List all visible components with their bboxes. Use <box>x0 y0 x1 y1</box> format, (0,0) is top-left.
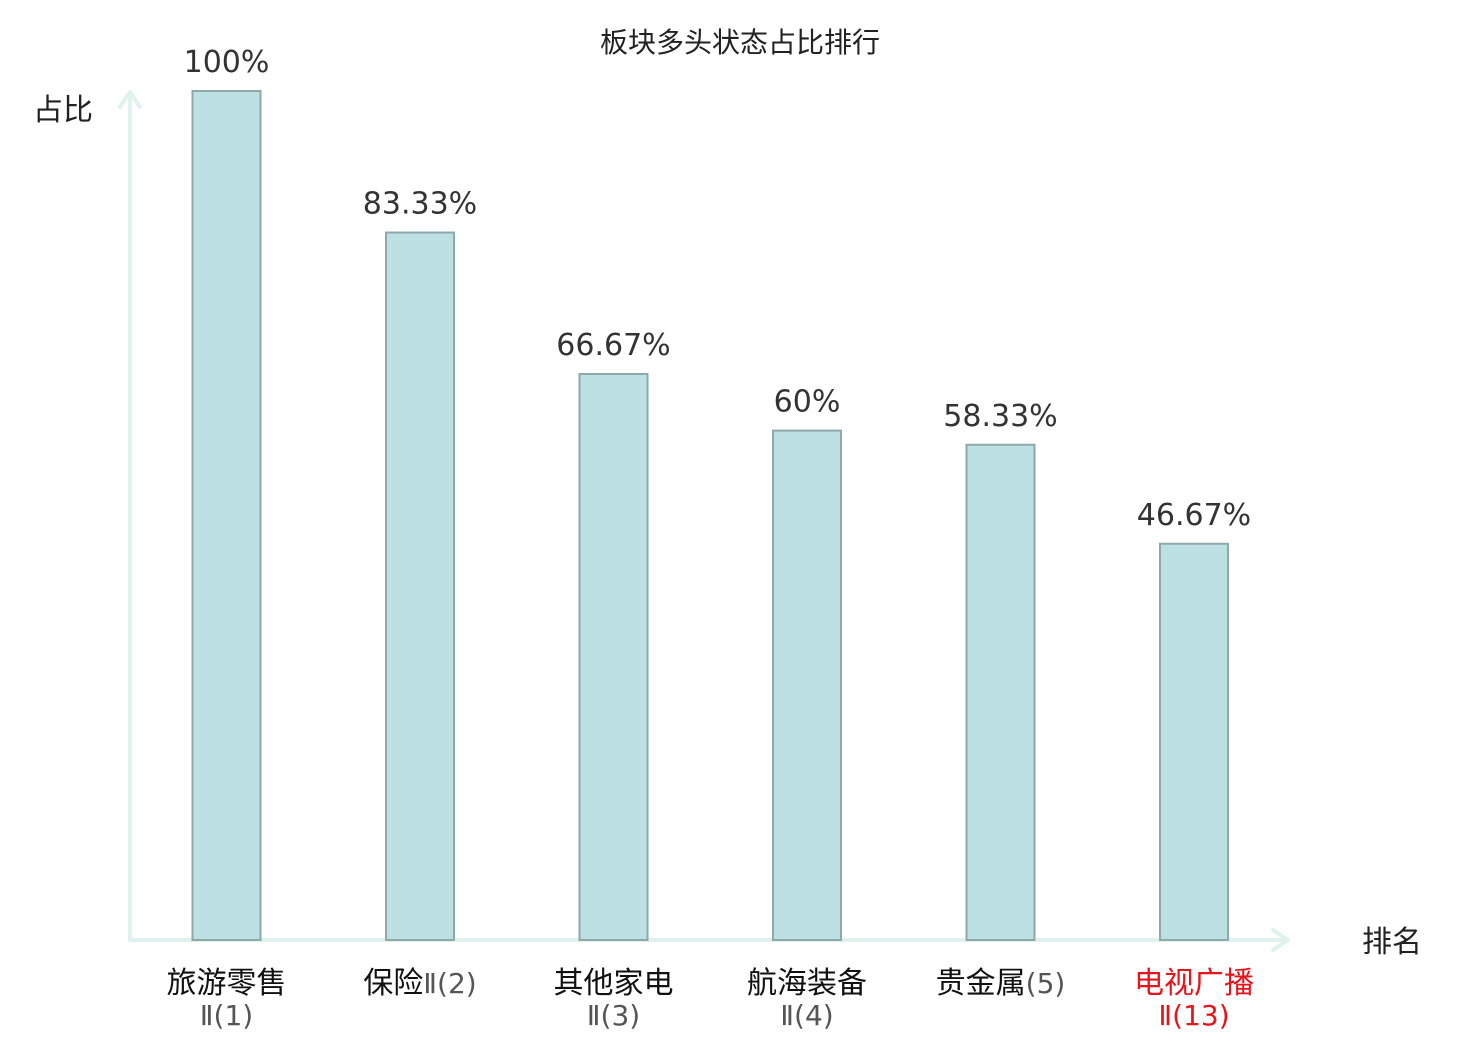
bars-group <box>191 90 1229 942</box>
value-labels-group: 100% 83.33% 66.67% 60% 58.33% 46.67% <box>184 45 1252 533</box>
category-name: 贵金属 <box>936 966 1026 1001</box>
bar <box>965 443 1036 941</box>
x-axis <box>128 928 1290 952</box>
x-tick-label: 旅游零售 Ⅱ(1) <box>167 966 287 1032</box>
bar <box>191 90 262 941</box>
y-axis <box>118 90 142 942</box>
y-axis-label: 占比 <box>33 93 93 128</box>
category-name: 电视广播 <box>1134 966 1254 1001</box>
x-tick-label: 其他家电 Ⅱ(3) <box>554 966 674 1032</box>
x-axis-label: 排名 <box>1362 925 1422 960</box>
bar-value-label: 83.33% <box>363 187 477 222</box>
category-name: 旅游零售 <box>167 966 287 1001</box>
x-tick-label: 航海装备 Ⅱ(4) <box>747 966 867 1032</box>
x-tick-label: 电视广播 Ⅱ(13) <box>1134 966 1254 1032</box>
bar <box>1159 542 1229 942</box>
category-rank: Ⅱ(13) <box>1158 999 1229 1032</box>
category-rank: Ⅱ(3) <box>587 999 640 1032</box>
category-rank: (5) <box>1026 967 1066 1000</box>
bar-value-label: 46.67% <box>1137 498 1251 533</box>
category-labels-group: 旅游零售 Ⅱ(1) 保险Ⅱ(2) 其他家电 Ⅱ(3) 航海装备 Ⅱ(4) 贵金属(5) 电视广播… <box>167 966 1255 1032</box>
x-tick-label: 保险Ⅱ(2) <box>363 966 476 1001</box>
bar <box>385 231 455 941</box>
category-rank: Ⅱ(1) <box>200 999 253 1032</box>
bar <box>772 429 842 941</box>
category-rank: Ⅱ(2) <box>423 967 476 1000</box>
category-name: 其他家电 <box>554 966 674 1001</box>
bar-value-label: 100% <box>184 45 270 80</box>
bar-value-label: 58.33% <box>943 399 1057 434</box>
bar-value-label: 60% <box>774 385 841 420</box>
category-name: 航海装备 <box>747 966 867 1001</box>
category-rank: Ⅱ(4) <box>780 999 833 1032</box>
bar <box>578 372 649 942</box>
bar-value-label: 66.67% <box>556 328 670 363</box>
category-name: 保险 <box>363 966 423 1001</box>
chart-title: 板块多头状态占比排行 <box>600 26 880 59</box>
x-tick-label: 贵金属(5) <box>936 966 1066 1001</box>
